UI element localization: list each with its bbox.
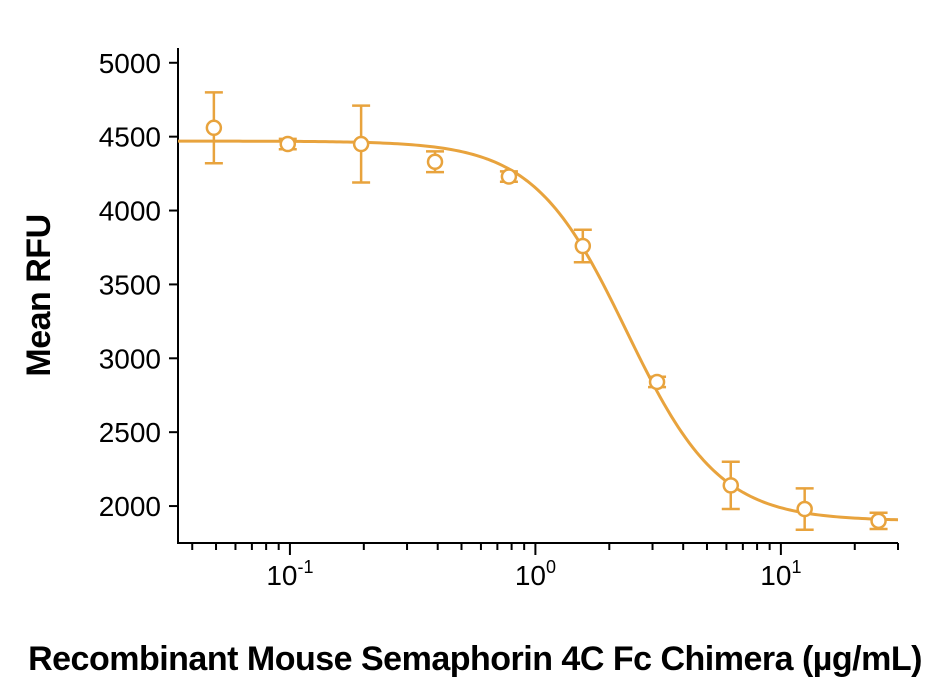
data-point xyxy=(207,121,221,135)
data-point xyxy=(354,137,368,151)
data-point xyxy=(872,514,886,528)
data-point xyxy=(281,137,295,151)
y-tick-label: 5000 xyxy=(99,48,161,79)
y-tick-label: 2500 xyxy=(99,417,161,448)
data-point xyxy=(428,155,442,169)
data-point xyxy=(724,478,738,492)
data-point xyxy=(502,170,516,184)
chart-container: 200025003000350040004500500010-1100101Me… xyxy=(0,0,950,690)
y-tick-label: 3000 xyxy=(99,343,161,374)
y-tick-label: 3500 xyxy=(99,269,161,300)
y-tick-label: 2000 xyxy=(99,491,161,522)
y-tick-label: 4500 xyxy=(99,122,161,153)
dose-response-chart: 200025003000350040004500500010-1100101Me… xyxy=(0,0,950,690)
data-point xyxy=(650,375,664,389)
data-point xyxy=(576,239,590,253)
data-point xyxy=(798,502,812,516)
y-axis-label: Mean RFU xyxy=(20,214,58,376)
y-tick-label: 4000 xyxy=(99,196,161,227)
x-axis-label: Recombinant Mouse Semaphorin 4C Fc Chime… xyxy=(28,640,922,678)
